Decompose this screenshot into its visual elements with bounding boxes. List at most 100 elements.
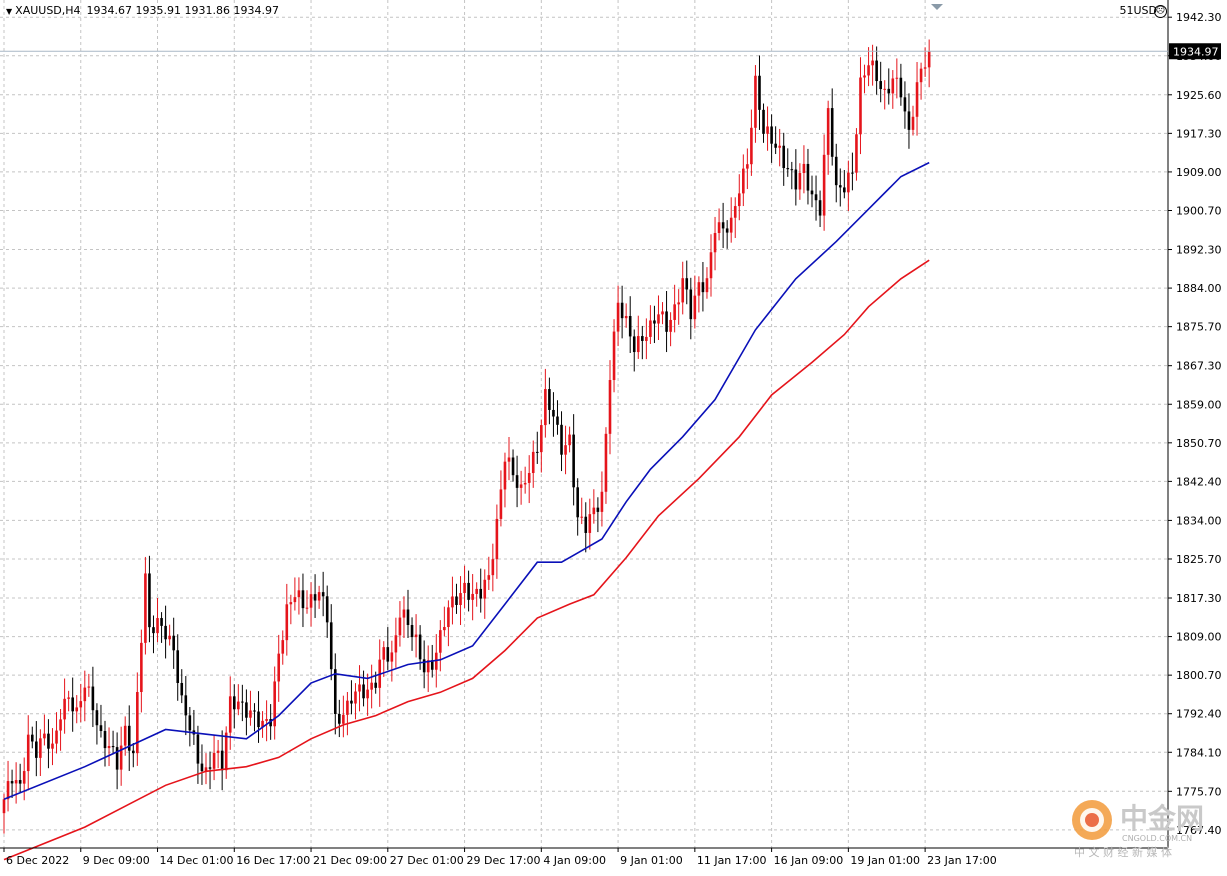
y-tick-label: 1925.60: [1176, 89, 1222, 102]
candle: [544, 368, 547, 438]
face-icon[interactable]: ☹: [1154, 5, 1167, 18]
candle: [818, 190, 822, 227]
candle-body: [317, 592, 321, 601]
candle-body: [519, 484, 523, 488]
candle-body: [867, 65, 870, 76]
y-tick-label: 1859.00: [1176, 398, 1222, 411]
candle: [301, 573, 305, 628]
candle-body: [439, 630, 442, 653]
x-tick-label: 9 Dec 09:00: [83, 854, 150, 867]
candle: [867, 47, 870, 87]
candle: [257, 691, 260, 743]
chart-shift-triangle-icon[interactable]: [931, 4, 943, 10]
candle-body: [265, 719, 268, 721]
candle: [261, 711, 264, 738]
y-tick-label: 1784.10: [1176, 746, 1222, 759]
candle: [63, 678, 66, 734]
candle: [806, 148, 810, 205]
symbol-label: XAUUSD,H4: [15, 4, 81, 17]
candle: [608, 360, 612, 455]
candle-body: [851, 172, 854, 174]
y-tick-label: 1917.30: [1176, 127, 1222, 140]
candle-body: [822, 154, 826, 216]
candle-body: [455, 596, 458, 605]
candle: [87, 673, 91, 697]
chart-header: ▼ XAUUSD,H4 1934.67 1935.91 1931.86 1934.9…: [6, 4, 279, 17]
x-tick-label: 16 Dec 17:00: [236, 854, 310, 867]
candle: [729, 197, 733, 243]
candle-body: [26, 734, 30, 772]
candle-body: [766, 126, 769, 134]
candle: [115, 732, 119, 790]
candle-body: [697, 282, 701, 296]
candle: [406, 589, 410, 639]
candle: [26, 715, 30, 791]
candle-body: [649, 320, 652, 337]
candle: [99, 704, 103, 738]
candle: [560, 411, 563, 472]
candle: [422, 640, 426, 689]
candle-body: [447, 607, 450, 628]
candle-body: [245, 702, 248, 718]
candle: [487, 556, 491, 591]
candle: [358, 665, 361, 712]
y-tick-label: 1809.00: [1176, 631, 1222, 644]
candle-body: [289, 602, 293, 605]
candle: [443, 606, 446, 637]
candle: [204, 753, 208, 785]
candle-body: [398, 617, 402, 636]
candle: [689, 277, 693, 340]
candle-body: [535, 451, 539, 453]
candle-body: [313, 594, 317, 601]
candle: [402, 596, 406, 639]
candle: [588, 498, 592, 550]
candle: [55, 712, 58, 754]
candle: [838, 168, 842, 207]
candle-body: [285, 604, 289, 641]
candle: [758, 55, 761, 130]
candle-body: [830, 108, 834, 157]
candle: [103, 720, 107, 767]
candle-body: [725, 228, 729, 233]
candle: [604, 427, 608, 504]
candle: [305, 590, 309, 614]
candle: [802, 145, 806, 194]
candle: [59, 708, 62, 751]
candle-body: [212, 752, 216, 769]
candle-body: [758, 75, 761, 110]
candle-body: [523, 482, 527, 485]
candle-body: [863, 75, 866, 78]
candle-body: [140, 642, 143, 693]
candle: [342, 695, 345, 738]
triangle-down-icon[interactable]: ▼: [6, 7, 13, 16]
candle: [834, 143, 838, 203]
candle-body: [394, 635, 398, 653]
candle-body: [350, 700, 353, 704]
candle: [224, 726, 228, 779]
candle: [851, 152, 854, 191]
candle: [531, 440, 535, 488]
candle-body: [677, 302, 680, 305]
candle-body: [386, 647, 390, 662]
candle-body: [584, 516, 588, 533]
candle: [705, 267, 709, 299]
candle-body: [600, 491, 604, 512]
candle-body: [63, 698, 66, 720]
x-tick-label: 4 Jan 09:00: [543, 854, 606, 867]
candle: [459, 576, 462, 626]
x-tick-label: 27 Dec 01:00: [390, 854, 464, 867]
candle: [685, 260, 689, 305]
candle-body: [838, 185, 842, 188]
y-tick-label: 1884.00: [1176, 282, 1222, 295]
candle: [814, 175, 818, 221]
candle-body: [568, 434, 571, 446]
candle-body: [325, 596, 329, 623]
y-tick-label: 1834.00: [1176, 514, 1222, 527]
candle: [535, 431, 539, 464]
candle-body: [927, 51, 931, 68]
candle: [552, 392, 555, 437]
candle: [237, 684, 240, 716]
